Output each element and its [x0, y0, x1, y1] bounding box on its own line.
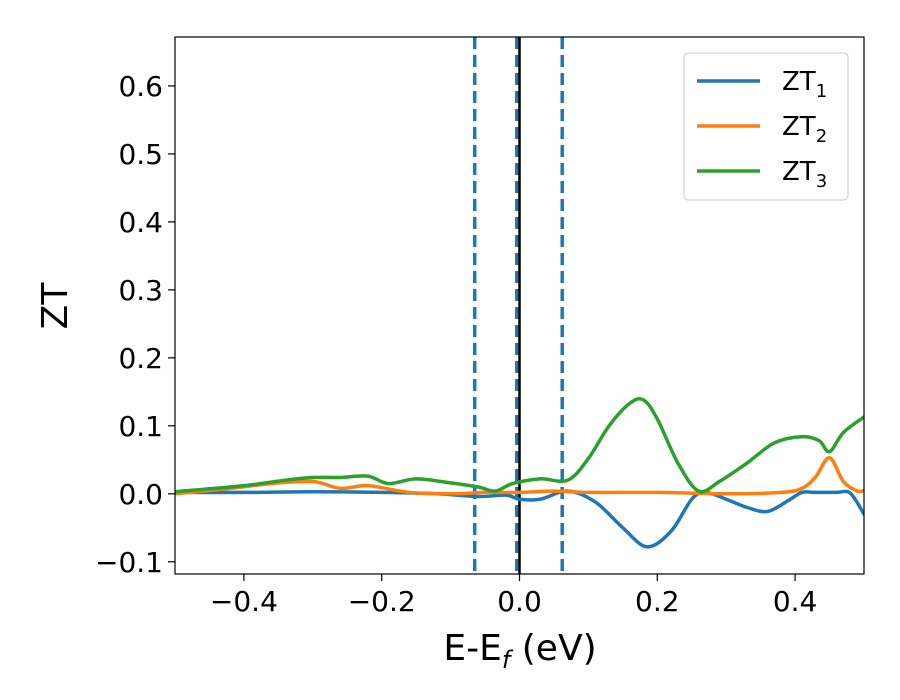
y-tick-label: 0.0 [118, 478, 163, 511]
x-tick-label: 0.2 [635, 585, 680, 618]
legend-label-zt3: ZT3 [782, 157, 827, 192]
x-tick-label: 0.4 [773, 585, 818, 618]
legend: ZT1 ZT2 ZT3 [683, 52, 849, 201]
x-axis-ticks: −0.4 −0.2 0.0 0.2 0.4 [210, 574, 817, 618]
legend-label-zt2: ZT2 [782, 112, 827, 147]
legend-box [683, 52, 849, 201]
y-axis-label: ZT [35, 282, 76, 330]
y-tick-label: 0.6 [118, 70, 163, 103]
y-tick-label: 0.4 [118, 206, 163, 239]
x-tick-label: −0.4 [210, 585, 278, 618]
x-tick-label: −0.2 [348, 585, 416, 618]
y-tick-label: −0.1 [95, 546, 163, 579]
series-line-zt3 [175, 397, 864, 494]
y-axis-ticks: −0.1 0.0 0.1 0.2 0.3 0.4 0.5 0.6 [95, 70, 175, 579]
series-lines [175, 397, 864, 549]
legend-label-zt1: ZT1 [782, 67, 827, 102]
y-tick-label: 0.2 [118, 342, 163, 375]
series-line-zt2 [175, 456, 864, 496]
x-tick-label: 0.0 [497, 585, 542, 618]
x-axis-label: E-Ef (eV) [443, 628, 596, 674]
y-tick-label: 0.3 [118, 274, 163, 307]
y-tick-label: 0.1 [118, 410, 163, 443]
y-tick-label: 0.5 [118, 138, 163, 171]
vertical-markers [472, 37, 564, 574]
